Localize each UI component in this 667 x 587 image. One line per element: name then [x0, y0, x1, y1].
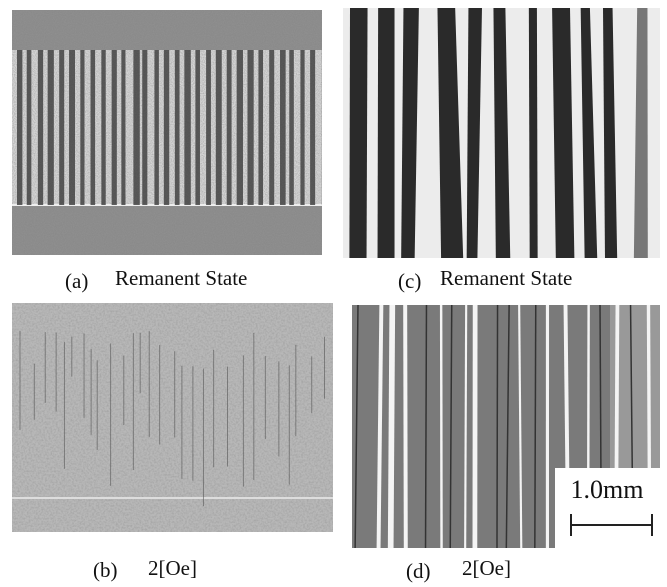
texture: [378, 8, 395, 258]
texture: [391, 305, 393, 548]
panel-caption: Remanent State: [440, 266, 572, 290]
texture: [379, 305, 382, 548]
texture: [121, 50, 125, 205]
panel-caption: Remanent State: [115, 266, 247, 290]
texture: [59, 50, 64, 205]
texture: [175, 50, 180, 205]
texture: [497, 305, 498, 548]
texture: [142, 50, 147, 205]
micrograph-c: [343, 8, 660, 258]
panel-caption: 2[Oe]: [462, 556, 511, 580]
texture: [17, 50, 22, 205]
texture: [69, 50, 75, 205]
texture: [90, 50, 95, 205]
texture: [258, 50, 263, 205]
texture: [27, 50, 32, 205]
texture: [405, 305, 406, 548]
texture: [112, 50, 117, 205]
texture: [269, 50, 274, 205]
texture: [133, 50, 139, 205]
micrograph-a: [12, 10, 327, 255]
scale-bar-label: 1.0mm: [571, 475, 644, 504]
texture: [195, 50, 200, 205]
panel-label: (b): [93, 558, 118, 582]
micrograph-b: [12, 303, 333, 532]
texture: [206, 50, 211, 205]
texture: [80, 50, 84, 205]
texture: [535, 305, 536, 548]
texture: [237, 50, 243, 205]
texture: [465, 305, 466, 548]
panel-caption: 2[Oe]: [148, 556, 197, 580]
texture: [154, 50, 158, 205]
texture: [426, 305, 427, 548]
texture: [247, 50, 253, 205]
texture: [289, 50, 294, 205]
panel-label: (d): [406, 559, 431, 583]
texture: [322, 50, 328, 205]
texture: [227, 50, 232, 205]
texture: [48, 50, 54, 205]
texture: [216, 50, 222, 205]
texture: [349, 8, 367, 258]
texture: [280, 50, 286, 205]
texture: [184, 50, 190, 205]
texture: [38, 50, 43, 205]
texture: [164, 50, 169, 205]
texture: [529, 8, 538, 258]
figure: 1.0mm (a) Remanent State (c) Remanent St…: [0, 0, 667, 587]
panel-label: (c): [398, 269, 421, 293]
panel-label: (a): [65, 269, 88, 293]
texture: [310, 50, 315, 205]
texture: [300, 50, 304, 205]
texture: [101, 50, 105, 205]
